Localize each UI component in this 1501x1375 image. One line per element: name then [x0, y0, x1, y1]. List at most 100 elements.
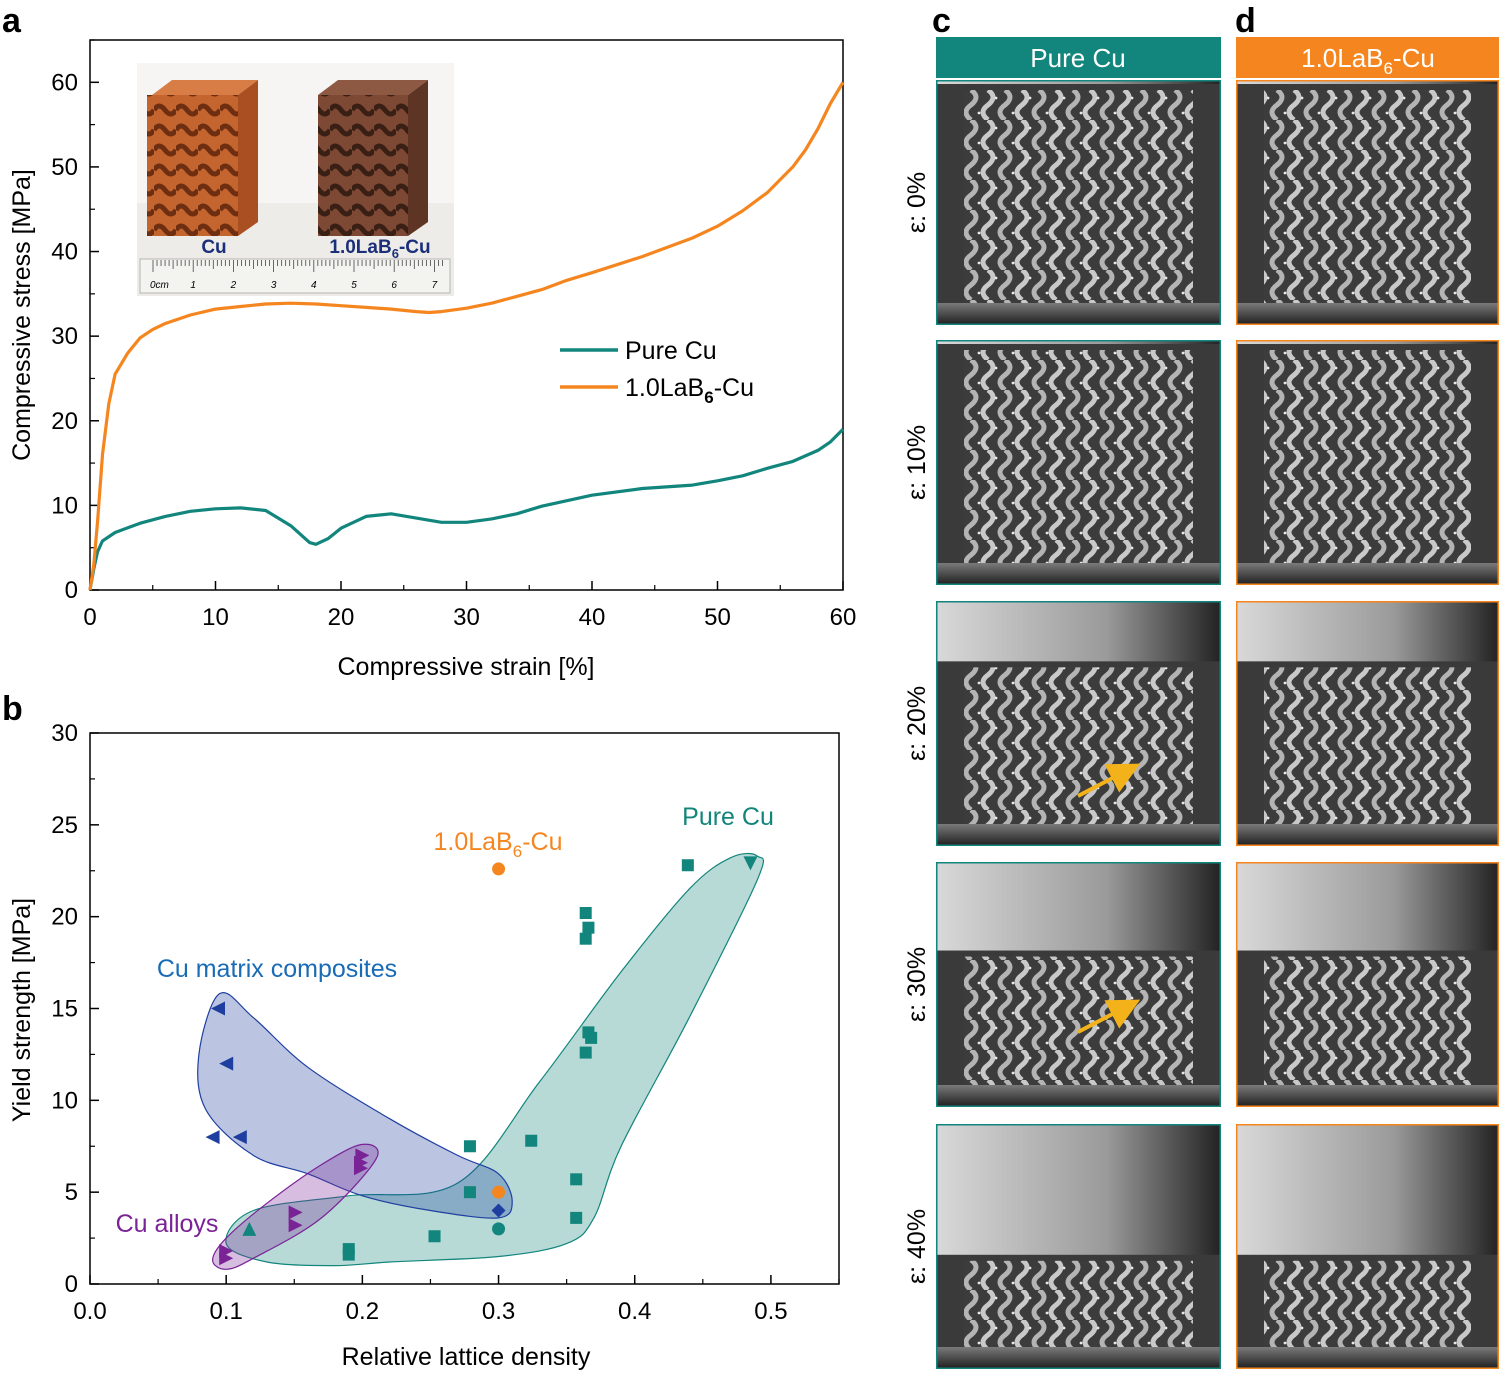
data-point-square: [579, 906, 592, 919]
base-platen: [936, 563, 1221, 585]
lattice-specimen: [1264, 90, 1471, 303]
ruler-number: 4: [311, 280, 317, 291]
ruler-number: 2: [230, 280, 237, 291]
lattice-specimen: [1264, 350, 1471, 563]
chart-b-ticks: 0.0 0.1 0.2 0.3 0.4 0.5 0 5 10 15 20 25 30: [51, 720, 840, 1325]
y-tick-label: 5: [65, 1179, 78, 1206]
x-tick-label: 0.3: [482, 1298, 515, 1325]
base-platen: [936, 1085, 1221, 1107]
base-platen: [1236, 303, 1499, 325]
data-point-square: [570, 1211, 583, 1224]
panel-d-header: [1236, 37, 1499, 78]
panel-c-image-4: [936, 1124, 1221, 1369]
base-platen: [936, 1347, 1221, 1369]
y-tick-label: 50: [51, 154, 78, 181]
strain-label: ε: 30%: [903, 947, 931, 1022]
chart-b-regions: [197, 852, 765, 1270]
data-point-square: [570, 1173, 583, 1186]
y-tick-label: 20: [51, 904, 78, 931]
base-platen: [936, 303, 1221, 325]
x-tick-label: 0.1: [209, 1298, 242, 1325]
data-point-circle: [492, 862, 506, 876]
lattice-specimen: [964, 956, 1193, 1085]
inset-photo: Cu 1.0LaB6-Cu 1 2 3 4 5 6 7 0cm: [137, 63, 454, 296]
strain-label: ε: 10%: [903, 425, 931, 500]
data-point-square: [681, 859, 694, 872]
x-tick-label: 0.5: [754, 1298, 787, 1325]
data-point-circle: [492, 1185, 506, 1199]
panel-c-image-2: [936, 601, 1221, 846]
ruler: [139, 258, 451, 294]
chart-a-lines: [88, 81, 845, 591]
panel-label-c: c: [932, 2, 951, 40]
chart-b-xlabel: Relative lattice density: [342, 1343, 591, 1371]
platen: [936, 80, 1221, 84]
data-point-triangle-down: [743, 856, 758, 871]
panel-c-images: [936, 80, 1221, 1369]
x-tick-label: 0.0: [73, 1298, 106, 1325]
group-label-pure-cu: Pure Cu: [682, 803, 774, 831]
y-tick-label: 0: [65, 1271, 78, 1298]
chart-b-points: [205, 856, 758, 1266]
group-label-alloys: Cu alloys: [116, 1210, 219, 1238]
inset-label-cu: Cu: [201, 237, 226, 258]
image-frame: [936, 1124, 1221, 1369]
chart-a-xlabel: Compressive strain [%]: [337, 653, 594, 681]
panel-d-image-3: [1236, 862, 1499, 1107]
data-point-circle: [492, 1222, 506, 1236]
data-point-square: [582, 921, 595, 934]
lattice-specimen: [964, 350, 1193, 563]
base-platen: [1236, 1347, 1499, 1369]
platen: [936, 1124, 1221, 1255]
crack-arrow: [1077, 999, 1141, 1034]
panel-d: 1.0LaB6-Cu: [1236, 37, 1499, 1369]
data-point-square: [463, 1186, 476, 1199]
x-tick-label: 40: [579, 604, 606, 631]
cu-cube: [147, 95, 238, 236]
data-point-triangle-right: [355, 1148, 370, 1163]
point-label-lab6-cu: 1.0LaB6-Cu: [433, 828, 562, 861]
platen: [936, 340, 1221, 344]
base-platen: [1236, 563, 1499, 585]
image-frame: [936, 340, 1221, 585]
lattice-specimen: [964, 1260, 1193, 1347]
image-frame: [1236, 1124, 1499, 1369]
data-point-square: [463, 1140, 476, 1153]
image-frame: [936, 862, 1221, 1107]
image-frame: [1236, 80, 1499, 325]
data-point-square: [585, 1031, 598, 1044]
data-point-square: [525, 1134, 538, 1147]
image-frame: [1236, 340, 1499, 585]
image-frame: [1236, 862, 1499, 1107]
legend-label-lab6-cu: 1.0LaB6-Cu: [625, 374, 754, 407]
x-tick-label: 60: [830, 604, 857, 631]
y-tick-label: 10: [51, 492, 78, 519]
data-point-diamond: [491, 1203, 506, 1218]
data-point-triangle-right: [219, 1243, 234, 1258]
panel-c-image-3: [936, 862, 1221, 1107]
strain-label: ε: 20%: [903, 686, 931, 761]
data-point-square: [428, 1230, 441, 1243]
ruler-number: 1: [190, 280, 196, 291]
data-point-triangle-up: [242, 1221, 257, 1236]
base-platen: [1236, 1085, 1499, 1107]
chart-b: 0.0 0.1 0.2 0.3 0.4 0.5 0 5 10 15 20 25 30 Relative …: [8, 720, 840, 1371]
series-line-pure-cu: [88, 428, 845, 591]
platen: [1236, 80, 1499, 84]
ruler-number: 7: [432, 280, 438, 291]
region-alloys: [211, 1143, 379, 1270]
data-point-square: [579, 932, 592, 945]
x-tick-label: 0: [83, 604, 96, 631]
y-tick-label: 20: [51, 408, 78, 435]
ruler-unit: 0cm: [150, 280, 169, 291]
legend-label-pure-cu: Pure Cu: [625, 337, 717, 365]
group-label-composites: Cu matrix composites: [157, 955, 397, 983]
series-line-lab6-cu: [88, 81, 845, 591]
panel-d-header-label: 1.0LaB6-Cu: [1301, 43, 1435, 78]
y-tick-label: 25: [51, 812, 78, 839]
x-tick-label: 50: [704, 604, 731, 631]
lab6-cube: [318, 95, 408, 236]
lattice-specimen: [1264, 667, 1471, 824]
platen: [1236, 601, 1499, 662]
strain-label: ε: 40%: [903, 1209, 931, 1284]
